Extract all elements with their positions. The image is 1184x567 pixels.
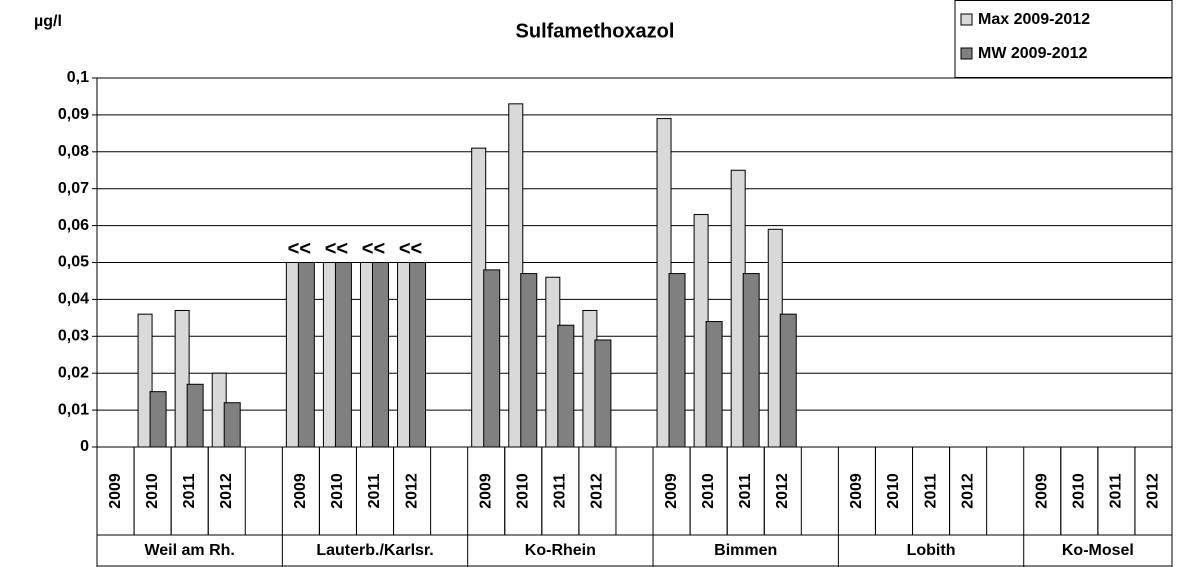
y-tick-label: 0,02 (58, 364, 89, 381)
y-tick-label: 0,01 (58, 401, 89, 418)
x-tick-label: 2012 (1145, 473, 1162, 509)
bar (334, 262, 352, 448)
annotation: << (362, 238, 385, 260)
annotation: << (325, 238, 348, 260)
x-tick-label: 2011 (181, 474, 198, 509)
bar (223, 402, 241, 448)
legend-swatch (960, 13, 973, 26)
y-tick-label: 0 (80, 438, 89, 455)
y-tick-label: 0,09 (58, 106, 89, 123)
group-label: Ko-Mosel (1062, 542, 1134, 559)
bar (186, 383, 204, 448)
bar (297, 262, 315, 448)
x-tick-label: 2010 (700, 473, 717, 509)
y-tick-label: 0,05 (58, 254, 89, 271)
x-tick-label: 2011 (737, 474, 754, 509)
x-tick-label: 2009 (1033, 473, 1050, 509)
legend-box (954, 0, 1173, 78)
bar (594, 339, 612, 448)
x-tick-label: 2012 (403, 473, 420, 509)
x-tick-label: 2009 (292, 473, 309, 509)
bar (779, 313, 797, 448)
group-label: Weil am Rh. (144, 542, 234, 559)
y-tick-label: 0,03 (58, 328, 89, 345)
x-tick-label: 2012 (774, 473, 791, 509)
bar (742, 273, 760, 448)
x-tick-label: 2009 (107, 473, 124, 509)
x-tick-label: 2010 (329, 473, 346, 509)
bar (409, 262, 427, 448)
bar (137, 313, 153, 448)
x-tick-label: 2011 (922, 474, 939, 509)
legend-label: Max 2009-2012 (978, 11, 1090, 28)
y-tick-label: 0,08 (58, 143, 89, 160)
y-tick-label: 0,07 (58, 180, 89, 197)
y-tick-label: 0,06 (58, 217, 89, 234)
bar (483, 269, 501, 448)
group-label: Lauterb./Karlsr. (316, 542, 433, 559)
x-tick-label: 2009 (477, 473, 494, 509)
bar (520, 273, 538, 448)
legend-label: MW 2009-2012 (978, 45, 1087, 62)
bar (557, 324, 575, 448)
x-tick-label: 2011 (1108, 474, 1125, 509)
x-tick-label: 2012 (218, 473, 235, 509)
x-tick-label: 2009 (663, 473, 680, 509)
legend-swatch (960, 47, 973, 60)
bar (371, 262, 389, 448)
bar (149, 391, 167, 448)
x-tick-label: 2011 (552, 474, 569, 509)
x-tick-label: 2010 (515, 473, 532, 509)
group-label: Bimmen (714, 542, 777, 559)
x-tick-label: 2010 (144, 473, 161, 509)
y-tick-label: 0,04 (58, 291, 89, 308)
x-tick-label: 2010 (885, 473, 902, 509)
bar (668, 273, 686, 448)
x-tick-label: 2010 (1071, 473, 1088, 509)
x-tick-label: 2012 (959, 473, 976, 509)
x-tick-label: 2011 (366, 474, 383, 509)
annotation: << (399, 238, 422, 260)
x-tick-label: 2009 (848, 473, 865, 509)
x-tick-label: 2012 (589, 473, 606, 509)
y-axis-label: µg/l (34, 13, 62, 30)
chart-title: Sulfamethoxazol (516, 20, 675, 42)
bar (705, 321, 723, 448)
y-tick-label: 0,1 (67, 69, 89, 86)
annotation: << (288, 238, 311, 260)
group-label: Ko-Rhein (525, 542, 596, 559)
bar (174, 309, 190, 448)
group-label: Lobith (907, 542, 956, 559)
